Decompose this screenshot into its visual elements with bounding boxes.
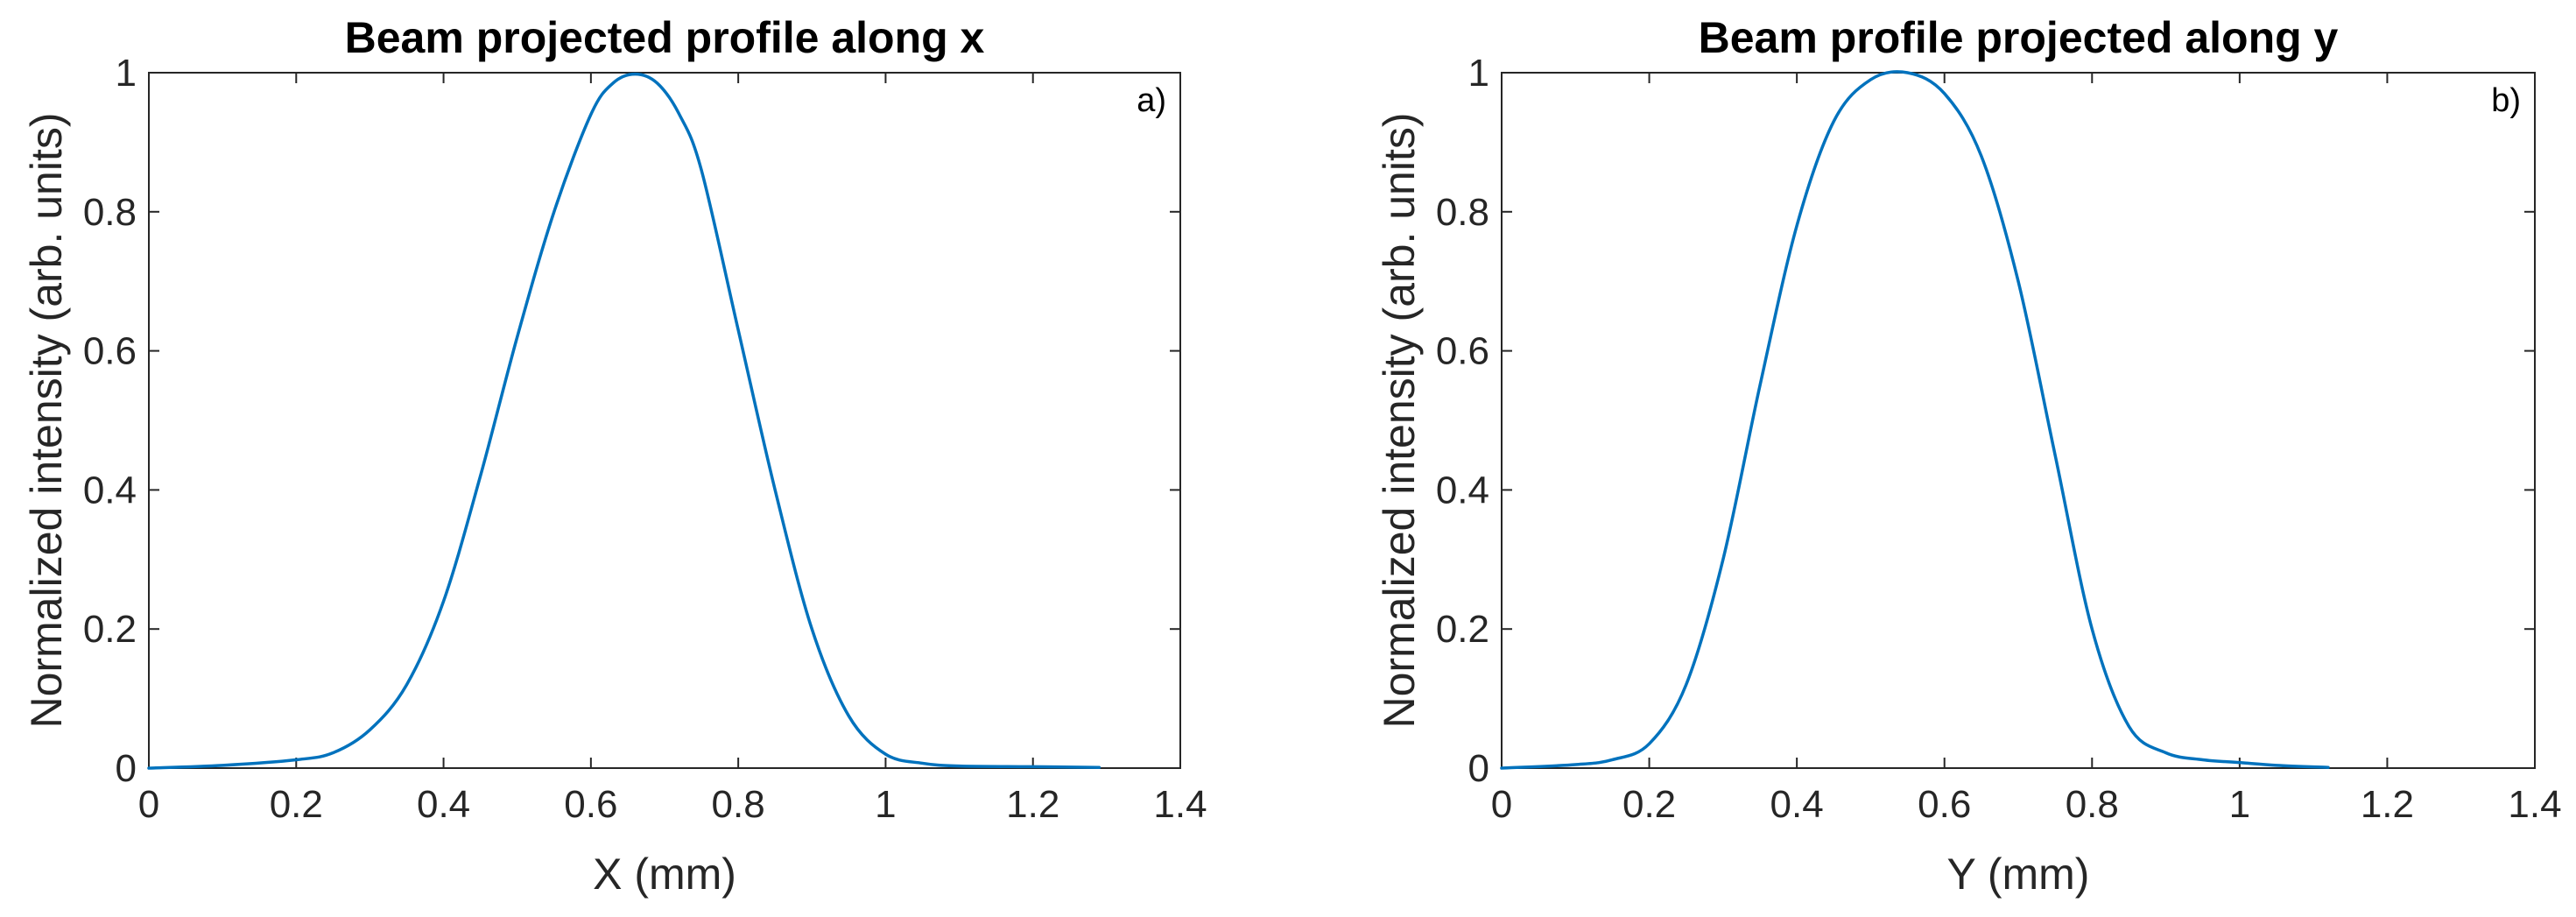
- x-tick-label: 1.2: [1006, 783, 1059, 826]
- chart-panel-b: 0 0.2 0.4 0.6 0.8 1 1.2 1.4 0 0.2 0.4 0.6 0.8 1 Beam p…: [1375, 13, 2562, 899]
- plot-area: [148, 72, 1181, 769]
- x-tick-label: 1: [2229, 783, 2250, 826]
- y-tick-label: 1: [1468, 52, 1489, 95]
- y-axis-label: Normalized intensity (arb. units): [1375, 112, 1424, 728]
- x-tick-label: 0.2: [270, 783, 323, 826]
- y-tick-label: 0.8: [1436, 191, 1489, 234]
- y-tick-label: 0.6: [1436, 330, 1489, 373]
- x-tick-label: 0.8: [712, 783, 765, 826]
- series-line: [1500, 70, 2330, 770]
- y-tick-label: 1: [116, 52, 137, 95]
- x-tick-label: 1.4: [1153, 783, 1207, 826]
- chart-title: Beam profile projected along y: [1699, 13, 2339, 62]
- y-tick-label: 0.4: [1436, 469, 1489, 511]
- x-tick-label: 0.6: [564, 783, 617, 826]
- x-tick-label: 0.2: [1622, 783, 1676, 826]
- y-tick-label: 0: [1468, 747, 1489, 790]
- x-axis-label: Y (mm): [1947, 850, 2090, 899]
- x-tick-label: 1.2: [2361, 783, 2414, 826]
- y-tick-label: 0.2: [83, 608, 137, 651]
- x-tick-label: 1: [875, 783, 896, 826]
- plot-area: [1501, 72, 2536, 769]
- x-tick-label: 0.4: [417, 783, 470, 826]
- y-tick-label: 0.8: [83, 191, 137, 234]
- x-tick-label: 0.6: [1918, 783, 1971, 826]
- chart-panel-a: 0 0.2 0.4 0.6 0.8 1 1.2 1.4 0 0.2 0.4 0.6 0.8 1 Beam p…: [22, 13, 1207, 899]
- y-tick-label: 0.2: [1436, 608, 1489, 651]
- x-tick-label: 0.4: [1770, 783, 1824, 826]
- x-tick-label: 0: [138, 783, 159, 826]
- x-tick-label: 1.4: [2508, 783, 2561, 826]
- chart-title: Beam projected profile along x: [345, 13, 985, 62]
- x-axis-label: X (mm): [593, 850, 736, 899]
- panel-label: a): [1137, 82, 1166, 119]
- series-line: [147, 72, 1101, 770]
- panel-label: b): [2491, 82, 2521, 119]
- y-tick-label: 0.6: [83, 330, 137, 373]
- x-tick-label: 0: [1491, 783, 1512, 826]
- y-axis-label: Normalized intensity (arb. units): [22, 112, 71, 728]
- x-tick-label: 0.8: [2066, 783, 2119, 826]
- y-tick-label: 0.4: [83, 469, 137, 511]
- y-tick-label: 0: [116, 747, 137, 790]
